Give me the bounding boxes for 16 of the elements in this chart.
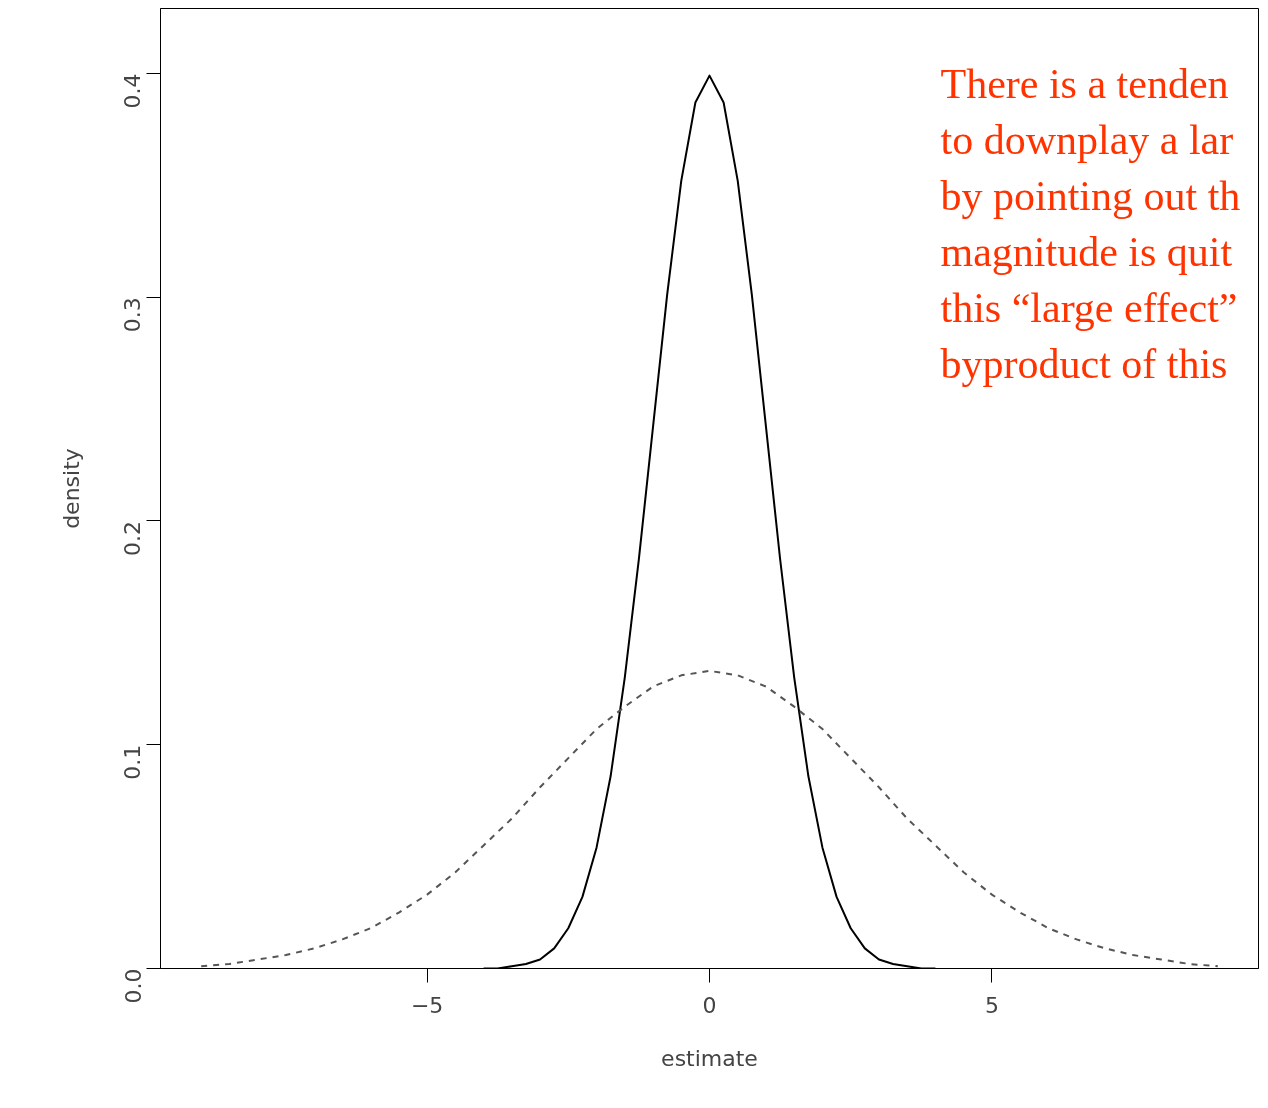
y-tick-label: 0.3 xyxy=(120,297,146,333)
x-tick-label: 0 xyxy=(702,992,717,1018)
annotation: this “large effect” xyxy=(940,284,1238,331)
annotation: by pointing out th xyxy=(940,172,1241,219)
x-axis-title: estimate xyxy=(661,1045,758,1071)
annotation: to downplay a lar xyxy=(940,116,1234,163)
x-tick-label: −5 xyxy=(410,992,444,1018)
annotation: There is a tenden xyxy=(940,60,1229,107)
y-tick-label: 0.4 xyxy=(120,73,146,109)
y-tick-label: 0.1 xyxy=(120,744,146,780)
x-tick-label: 5 xyxy=(984,992,999,1018)
y-tick-label: 0.0 xyxy=(120,968,146,1004)
annotation: byproduct of this xyxy=(940,340,1228,387)
y-axis-title: density xyxy=(58,448,84,529)
y-tick-label: 0.2 xyxy=(120,520,146,556)
annotation: magnitude is quit xyxy=(940,228,1233,275)
